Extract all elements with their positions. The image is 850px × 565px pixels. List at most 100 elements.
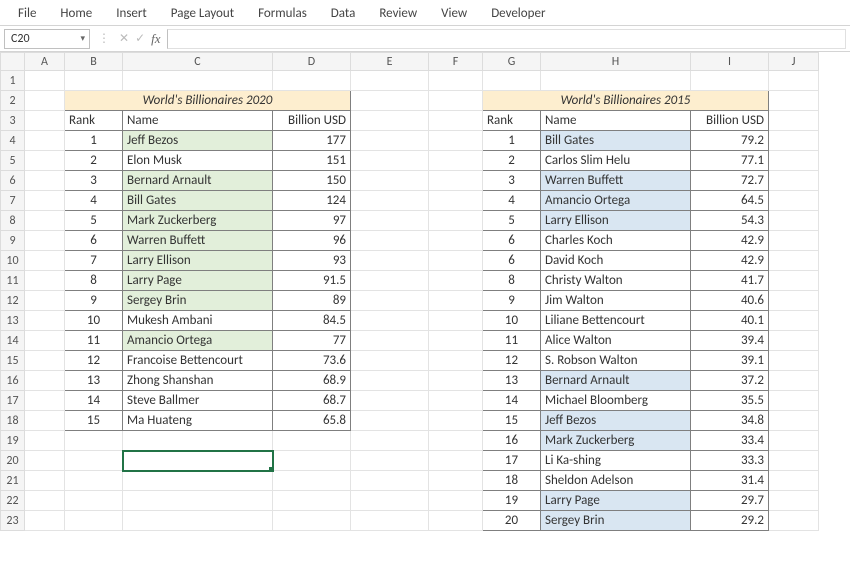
table-row[interactable]: 54.3 xyxy=(691,211,769,231)
table-row[interactable]: 10 xyxy=(483,311,541,331)
cell-A16[interactable] xyxy=(25,371,65,391)
table-row[interactable]: 72.7 xyxy=(691,171,769,191)
table-row[interactable]: Charles Koch xyxy=(541,231,691,251)
ribbon-tab-data[interactable]: Data xyxy=(319,2,368,25)
table-row[interactable]: Elon Musk xyxy=(123,151,273,171)
table-row[interactable]: 31.4 xyxy=(691,471,769,491)
cell-A8[interactable] xyxy=(25,211,65,231)
table-row[interactable]: Amancio Ortega xyxy=(541,191,691,211)
table-header-name[interactable]: Name xyxy=(541,111,691,131)
table-row[interactable]: 2 xyxy=(483,151,541,171)
table-row[interactable]: 39.4 xyxy=(691,331,769,351)
table-row[interactable]: Sergey Brin xyxy=(123,291,273,311)
cell-F10[interactable] xyxy=(429,251,483,271)
cell-E7[interactable] xyxy=(351,191,429,211)
table-row[interactable]: 40.1 xyxy=(691,311,769,331)
table-row[interactable]: 42.9 xyxy=(691,251,769,271)
cell-F7[interactable] xyxy=(429,191,483,211)
row-header-5[interactable]: 5 xyxy=(1,151,25,171)
table-row[interactable]: Warren Buffett xyxy=(123,231,273,251)
table-row[interactable]: Christy Walton xyxy=(541,271,691,291)
cell-E8[interactable] xyxy=(351,211,429,231)
grid-area[interactable]: ABCDEFGHIJ12World's Billionaires 2020Wor… xyxy=(0,52,850,565)
cell-E19[interactable] xyxy=(351,431,429,451)
table-row[interactable]: 77 xyxy=(273,331,351,351)
cell-J1[interactable] xyxy=(769,71,819,91)
table-row[interactable]: David Koch xyxy=(541,251,691,271)
cell-F9[interactable] xyxy=(429,231,483,251)
table-row[interactable]: Mukesh Ambani xyxy=(123,311,273,331)
table-row[interactable]: 10 xyxy=(65,311,123,331)
cell-J21[interactable] xyxy=(769,471,819,491)
cell-C19[interactable] xyxy=(123,431,273,451)
cell-F18[interactable] xyxy=(429,411,483,431)
cell-B23[interactable] xyxy=(65,511,123,531)
col-header-J[interactable]: J xyxy=(769,53,819,71)
table-row[interactable]: 8 xyxy=(483,271,541,291)
table-header-rank[interactable]: Rank xyxy=(483,111,541,131)
table-title[interactable]: World's Billionaires 2015 xyxy=(483,91,769,111)
table-row[interactable]: 9 xyxy=(65,291,123,311)
table-row[interactable]: 5 xyxy=(483,211,541,231)
table-row[interactable]: 29.7 xyxy=(691,491,769,511)
cell-E2[interactable] xyxy=(351,91,429,111)
cell-D20[interactable] xyxy=(273,451,351,471)
table-row[interactable]: Jeff Bezos xyxy=(123,131,273,151)
cell-J7[interactable] xyxy=(769,191,819,211)
table-row[interactable]: 13 xyxy=(483,371,541,391)
cell-A14[interactable] xyxy=(25,331,65,351)
row-header-1[interactable]: 1 xyxy=(1,71,25,91)
cell-F13[interactable] xyxy=(429,311,483,331)
table-row[interactable]: 5 xyxy=(65,211,123,231)
table-row[interactable]: Bill Gates xyxy=(541,131,691,151)
cell-F21[interactable] xyxy=(429,471,483,491)
cell-I1[interactable] xyxy=(691,71,769,91)
cell-J3[interactable] xyxy=(769,111,819,131)
cell-J22[interactable] xyxy=(769,491,819,511)
cell-A12[interactable] xyxy=(25,291,65,311)
cell-J11[interactable] xyxy=(769,271,819,291)
table-row[interactable]: 6 xyxy=(483,251,541,271)
select-all-corner[interactable] xyxy=(1,53,25,71)
row-header-19[interactable]: 19 xyxy=(1,431,25,451)
row-header-20[interactable]: 20 xyxy=(1,451,25,471)
table-row[interactable]: 37.2 xyxy=(691,371,769,391)
table-title[interactable]: World's Billionaires 2020 xyxy=(65,91,351,111)
cell-E5[interactable] xyxy=(351,151,429,171)
row-header-6[interactable]: 6 xyxy=(1,171,25,191)
row-header-13[interactable]: 13 xyxy=(1,311,25,331)
table-row[interactable]: Jim Walton xyxy=(541,291,691,311)
cell-E4[interactable] xyxy=(351,131,429,151)
cell-E21[interactable] xyxy=(351,471,429,491)
row-header-12[interactable]: 12 xyxy=(1,291,25,311)
table-row[interactable]: 33.3 xyxy=(691,451,769,471)
row-header-2[interactable]: 2 xyxy=(1,91,25,111)
row-header-3[interactable]: 3 xyxy=(1,111,25,131)
cell-H1[interactable] xyxy=(541,71,691,91)
table-row[interactable]: 11 xyxy=(65,331,123,351)
table-row[interactable]: Jeff Bezos xyxy=(541,411,691,431)
table-row[interactable]: 1 xyxy=(483,131,541,151)
cell-A15[interactable] xyxy=(25,351,65,371)
cell-A5[interactable] xyxy=(25,151,65,171)
table-row[interactable]: 177 xyxy=(273,131,351,151)
cell-D19[interactable] xyxy=(273,431,351,451)
table-row[interactable]: 9 xyxy=(483,291,541,311)
table-row[interactable]: 8 xyxy=(65,271,123,291)
table-row[interactable]: 68.7 xyxy=(273,391,351,411)
cell-F11[interactable] xyxy=(429,271,483,291)
table-row[interactable]: 84.5 xyxy=(273,311,351,331)
cell-F15[interactable] xyxy=(429,351,483,371)
cell-E9[interactable] xyxy=(351,231,429,251)
table-row[interactable]: Mark Zuckerberg xyxy=(541,431,691,451)
cell-E14[interactable] xyxy=(351,331,429,351)
cell-E23[interactable] xyxy=(351,511,429,531)
cell-J8[interactable] xyxy=(769,211,819,231)
table-header-name[interactable]: Name xyxy=(123,111,273,131)
cell-J6[interactable] xyxy=(769,171,819,191)
cell-J12[interactable] xyxy=(769,291,819,311)
ribbon-tab-insert[interactable]: Insert xyxy=(104,2,159,25)
table-row[interactable]: 96 xyxy=(273,231,351,251)
ribbon-tab-file[interactable]: File xyxy=(6,2,48,25)
table-row[interactable]: 73.6 xyxy=(273,351,351,371)
